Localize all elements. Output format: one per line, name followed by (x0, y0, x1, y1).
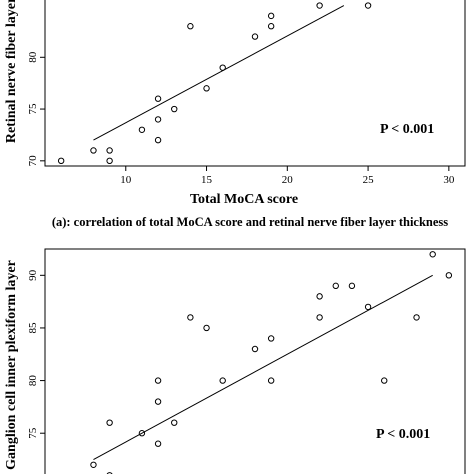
panel-a-x-tick-label-1: 15 (201, 174, 213, 186)
panel-b-point-12 (251, 345, 259, 353)
panel-a-x-axis-label: Total MoCA score (190, 192, 298, 207)
panel-a-y-tick-label-2: 80 (27, 51, 39, 63)
panel-a-plot-frame (44, 0, 466, 167)
panel-b-point-1 (90, 461, 97, 468)
panel-b-point-2 (106, 472, 113, 474)
panel-b-point-11 (219, 377, 226, 384)
panel-b-y-axis: 7075808590 (27, 269, 45, 439)
panel-b-plot-frame (44, 248, 466, 474)
panel-b-point-8 (171, 419, 178, 426)
panel-b-point-15 (316, 314, 323, 321)
panel-a-y-axis: 70 75 80 (27, 51, 45, 166)
panel-a-point-16 (364, 2, 372, 9)
panel-a-point-0 (57, 157, 65, 165)
panel-a-point-3 (106, 147, 113, 154)
panel-a-y-tick-label-1: 75 (27, 103, 39, 115)
panel-b-y-axis-label: Ganglion cell inner plexiform layer (4, 260, 19, 470)
panel-a-x-tick-label-2: 20 (282, 174, 294, 186)
panel-b-point-7 (154, 377, 162, 384)
panel-b-point-23 (445, 272, 453, 279)
panel-b-point-5 (154, 440, 162, 447)
panel-a-y-axis-label: Retinal nerve fiber layer (4, 0, 19, 143)
panel-b-point-21 (413, 314, 420, 321)
panel-a-x-tick-label-0: 10 (120, 174, 132, 186)
panel-a-point-5 (154, 136, 162, 144)
panel-b-points (90, 251, 453, 474)
panel-b-point-10 (203, 324, 210, 332)
panel-b-point-3 (106, 419, 113, 426)
panel-a-point-12 (251, 33, 259, 40)
panel-b-y-tick-label-3: 85 (27, 322, 39, 334)
panel-a-points (57, 2, 372, 165)
panel-a-fit-line (93, 5, 345, 141)
panel-a-point-14 (267, 12, 275, 20)
panel-b-point-19 (364, 303, 372, 311)
panel-a-point-10 (203, 85, 210, 92)
panel-a-point-8 (171, 105, 178, 113)
panel-a-point-9 (187, 23, 194, 30)
panel-b-point-4 (138, 430, 146, 437)
panel-b-fit-line (93, 274, 433, 460)
panel-a-point-1 (90, 147, 97, 154)
panel-a-caption: (a): correlation of total MoCA score and… (52, 215, 448, 229)
panel-b-p-value: P < 0.001 (376, 427, 430, 442)
panel-a-rnfl-chart: 10 15 20 25 30 70 75 80 P < 0.001 Retinal nerv… (4, 0, 466, 229)
panel-b-point-13 (267, 377, 275, 384)
panel-b-point-17 (332, 282, 339, 290)
panel-b-y-tick-label-1: 75 (27, 427, 39, 439)
panel-a-point-4 (138, 126, 146, 133)
panel-a-point-13 (267, 23, 275, 30)
panel-b-point-9 (187, 314, 194, 321)
panel-b-gcipl-chart: 7075808590 P < 0.001 Ganglion cell inner… (4, 248, 466, 474)
panel-a-point-6 (154, 116, 162, 123)
panel-b-point-20 (381, 377, 388, 384)
panel-a-p-value: P < 0.001 (380, 122, 434, 137)
panel-b-y-tick-label-2: 80 (27, 375, 39, 387)
panel-a-point-15 (316, 2, 323, 9)
panel-b-point-22 (429, 251, 436, 258)
panel-b-point-18 (348, 282, 356, 290)
panel-a-y-tick-label-0: 70 (27, 155, 39, 167)
panel-b-point-16 (316, 293, 323, 300)
panel-a-x-tick-label-3: 25 (363, 174, 375, 186)
panel-b-point-6 (154, 398, 162, 405)
panel-a-x-axis: 10 15 20 25 30 (120, 166, 455, 186)
panel-b-point-14 (267, 335, 275, 342)
panel-a-point-2 (106, 157, 113, 165)
panel-a-point-7 (154, 95, 162, 102)
panel-b-y-tick-label-4: 90 (27, 269, 39, 281)
panel-a-x-tick-label-4: 30 (443, 174, 455, 186)
